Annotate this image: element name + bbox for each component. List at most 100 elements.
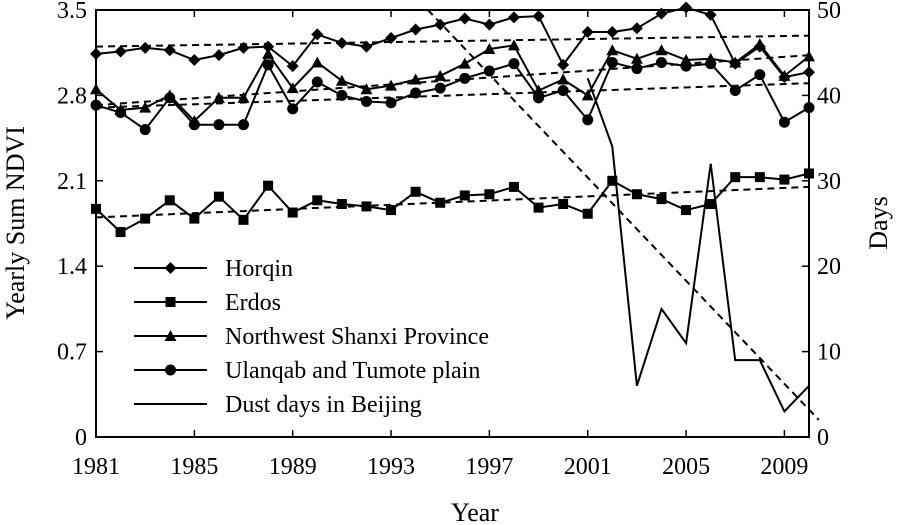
data-point: [237, 91, 250, 103]
plot-frame: [95, 9, 810, 438]
data-point: [582, 114, 594, 126]
data-point: [263, 180, 274, 191]
data-point: [238, 119, 250, 131]
trend-line: [95, 82, 810, 109]
data-point: [730, 172, 741, 183]
data-point: [164, 92, 176, 104]
data-point: [606, 44, 619, 56]
data-point: [163, 44, 176, 57]
y-right-tick-label: 50: [817, 0, 841, 24]
x-axis-title: Year: [451, 498, 499, 525]
data-point: [409, 23, 422, 36]
data-point: [385, 32, 398, 45]
data-point: [139, 124, 151, 136]
x-tick-label: 1985: [170, 454, 218, 480]
x-tick-label: 1997: [465, 454, 513, 480]
trend-line: [95, 34, 810, 48]
data-point: [311, 56, 324, 68]
data-point: [581, 89, 594, 101]
data-point: [311, 28, 324, 41]
x-tick-label: 2009: [760, 454, 808, 480]
data-point: [483, 18, 496, 31]
legend-item: Northwest Shanxi Province: [134, 324, 489, 350]
y-axis-right-title: Days: [864, 196, 893, 249]
data-point: [410, 87, 422, 99]
data-point: [557, 58, 570, 71]
data-point: [213, 191, 224, 202]
data-point: [115, 106, 127, 118]
data-point: [729, 85, 741, 97]
data-point: [139, 41, 152, 54]
data-point: [484, 189, 495, 200]
data-point: [287, 207, 298, 218]
data-point: [680, 60, 692, 72]
data-point: [335, 36, 348, 49]
series-3: [90, 56, 815, 136]
data-point: [507, 39, 520, 51]
y-right-tick-label: 40: [817, 83, 841, 109]
data-point: [262, 40, 275, 53]
data-point: [459, 72, 471, 84]
x-tick-label: 2005: [662, 454, 710, 480]
y-right-tick-label: 0: [817, 425, 829, 451]
data-point: [435, 197, 446, 208]
data-point: [705, 198, 716, 209]
y-left-tick-label: 2.8: [57, 83, 87, 109]
series-line: [95, 61, 810, 131]
series-4: [427, 9, 820, 421]
x-tick-label: 2001: [564, 454, 612, 480]
data-point: [754, 172, 765, 183]
data-point: [335, 74, 348, 86]
data-point: [410, 186, 421, 197]
legend-item: Dust days in Beijing: [134, 392, 422, 418]
data-point: [360, 96, 372, 107]
x-tick-label: 1993: [367, 454, 415, 480]
ticks-layer: 1981 1985 1989 1993 1997 2001 2005 2009 0 0.7 1.4 2…: [57, 0, 841, 480]
legend-marker: [164, 330, 177, 341]
y-right-tick-label: 10: [817, 340, 841, 366]
legend-item: Ulanqab and Tumote plain: [134, 358, 480, 384]
data-point: [655, 44, 668, 56]
data-point: [779, 174, 790, 185]
data-point: [312, 195, 323, 206]
data-point: [189, 213, 200, 224]
data-point: [212, 49, 225, 62]
data-point: [360, 83, 373, 95]
data-point: [753, 38, 766, 50]
data-point: [508, 58, 520, 70]
data-point: [606, 56, 618, 68]
data-point: [631, 63, 643, 75]
trend-line: [95, 54, 810, 107]
data-point: [459, 190, 470, 201]
data-point: [188, 54, 201, 67]
data-point: [507, 11, 520, 24]
data-point: [188, 119, 200, 131]
data-point: [287, 103, 299, 115]
data-point: [361, 201, 372, 212]
data-point: [237, 41, 250, 54]
legend-item: Horqin: [134, 256, 293, 282]
data-point: [581, 25, 594, 38]
y-left-tick-label: 0.7: [57, 340, 87, 366]
data-point: [434, 18, 447, 31]
data-point: [680, 1, 693, 14]
data-point: [606, 25, 619, 38]
data-point: [483, 65, 495, 77]
data-point: [630, 22, 643, 35]
data-point: [630, 52, 643, 64]
data-point: [434, 82, 446, 94]
legend-marker: [164, 262, 177, 274]
data-point: [409, 73, 422, 85]
data-point: [655, 56, 667, 68]
data-point: [533, 92, 545, 104]
y-left-tick-label: 3.5: [57, 0, 87, 24]
legend-item: Erdos: [134, 290, 281, 316]
data-point: [558, 198, 569, 209]
legend-label: Dust days in Beijing: [225, 392, 422, 418]
y-left-tick-label: 0: [75, 425, 87, 451]
data-point: [238, 214, 249, 225]
y-left-tick-label: 1.4: [57, 254, 87, 280]
series-line: [586, 77, 810, 414]
series-layer: [90, 1, 820, 421]
data-point: [483, 43, 496, 55]
